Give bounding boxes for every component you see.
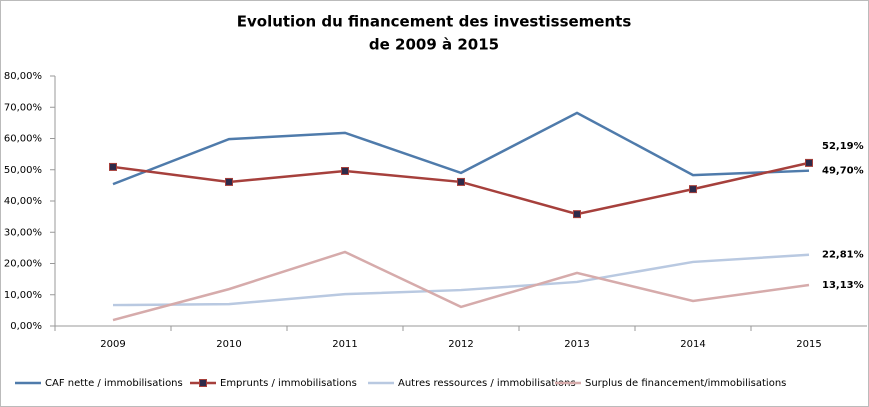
y-tick-label: 20,00% bbox=[4, 259, 42, 270]
series-line bbox=[112, 250, 810, 322]
legend-label: Autres ressources / immobilisations bbox=[398, 378, 576, 389]
marker bbox=[805, 158, 813, 167]
y-tick-label: 80,00% bbox=[4, 71, 42, 82]
x-tick-label: 2009 bbox=[100, 339, 125, 350]
x-tick-label: 2010 bbox=[216, 339, 241, 350]
legend-label: CAF nette / immobilisations bbox=[45, 378, 183, 389]
y-tick-label: 40,00% bbox=[4, 196, 42, 207]
y-tick-label: 50,00% bbox=[4, 165, 42, 176]
marker bbox=[341, 167, 349, 175]
value-label: 13,13% bbox=[822, 280, 864, 291]
chart-title: Evolution du financement des investissem… bbox=[237, 13, 632, 31]
y-tick-label: 70,00% bbox=[4, 102, 42, 113]
x-tick-label: 2013 bbox=[564, 339, 589, 350]
y-tick-label: 10,00% bbox=[4, 290, 42, 301]
series-line bbox=[112, 253, 810, 307]
x-tick-label: 2015 bbox=[796, 339, 821, 350]
marker bbox=[109, 162, 117, 171]
y-tick-label: 0,00% bbox=[10, 321, 42, 332]
value-label: 49,70% bbox=[822, 166, 864, 177]
x-tick-label: 2011 bbox=[332, 339, 357, 350]
marker bbox=[225, 177, 233, 186]
marker bbox=[689, 185, 697, 194]
y-tick-label: 30,00% bbox=[4, 227, 42, 238]
legend-marker bbox=[199, 379, 207, 387]
series-line bbox=[112, 111, 810, 186]
marker bbox=[573, 210, 581, 219]
y-tick-label: 60,00% bbox=[4, 134, 42, 145]
chart-title: de 2009 à 2015 bbox=[369, 36, 499, 54]
marker bbox=[457, 177, 465, 186]
value-label: 52,19% bbox=[822, 141, 864, 152]
x-tick-label: 2012 bbox=[448, 339, 473, 350]
x-tick-label: 2014 bbox=[680, 339, 705, 350]
legend-label: Surplus de financement/immobilisations bbox=[585, 378, 786, 389]
legend-label: Emprunts / immobilisations bbox=[220, 378, 357, 389]
value-label: 22,81% bbox=[822, 250, 864, 261]
